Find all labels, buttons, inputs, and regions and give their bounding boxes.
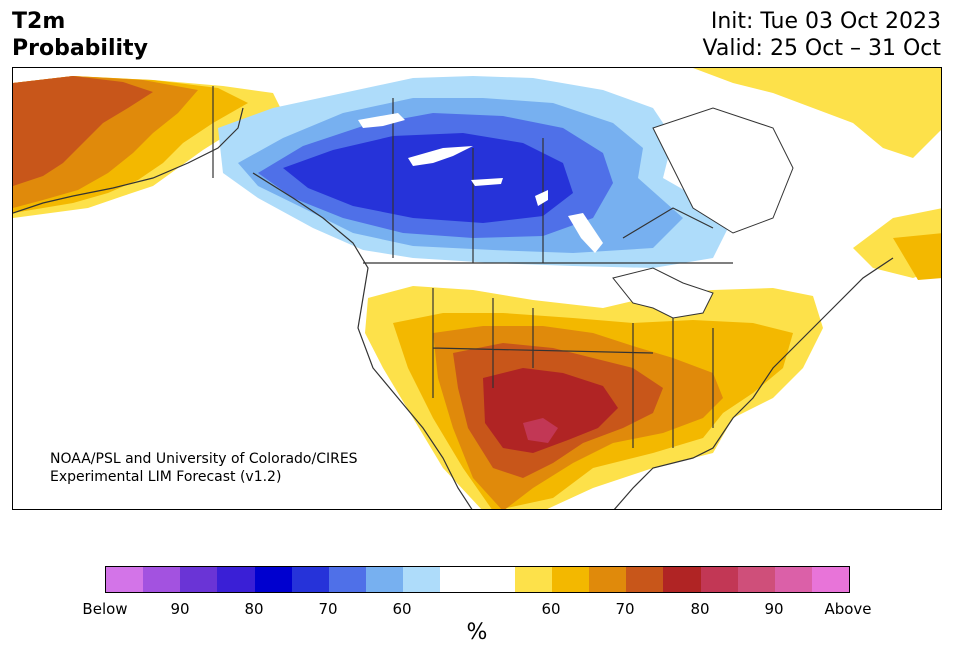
colorbar-tick-label: 80: [244, 600, 264, 618]
colorbar-swatch: [626, 567, 664, 592]
colorbar-swatch: [514, 567, 552, 592]
colorbar-swatch: [328, 567, 367, 592]
colorbar-tick-label: 60: [541, 600, 561, 618]
colorbar-swatch: [551, 567, 590, 592]
map-canvas: [13, 68, 941, 509]
maritime-gold: [893, 233, 941, 280]
colorbar-swatch: [143, 567, 181, 592]
colorbar-swatch: [180, 567, 218, 592]
eastcanada-yellow: [693, 68, 941, 158]
colorbar-tick-label: 80: [690, 600, 710, 618]
colorbar-swatch: [811, 567, 850, 592]
colorbar: [105, 566, 850, 593]
colorbar-swatch: [589, 567, 627, 592]
alaska-darkorange: [13, 76, 153, 186]
canada-royalblue: [283, 133, 573, 223]
colorbar-tick-label: 90: [764, 600, 784, 618]
texas-red: [483, 368, 618, 453]
credit-line-1: NOAA/PSL and University of Colorado/CIRE…: [50, 451, 358, 467]
credit-text: NOAA/PSL and University of Colorado/CIRE…: [50, 450, 358, 486]
colorbar-swatch: [774, 567, 812, 592]
valid-period: Valid: 25 Oct – 31 Oct: [702, 36, 941, 61]
colorbar-swatch: [440, 567, 478, 592]
colorbar-swatch: [291, 567, 329, 592]
great-bear-lake: [358, 113, 405, 128]
lake-athabasca: [471, 178, 503, 186]
colorbar-tick-label: 70: [615, 600, 635, 618]
colorbar-tick-label: Above: [824, 600, 872, 618]
colorbar-tick-label: 90: [170, 600, 190, 618]
colorbar-swatch: [254, 567, 292, 592]
great-lakes: [612, 267, 714, 319]
colorbar-swatch: [700, 567, 738, 592]
map-title: T2m Probability: [12, 8, 148, 62]
colorbar-swatch: [106, 567, 144, 592]
title-line-1: T2m: [12, 9, 66, 34]
colorbar-tick-label: Below: [82, 600, 128, 618]
run-info: Init: Tue 03 Oct 2023 Valid: 25 Oct – 31…: [703, 8, 941, 62]
title-line-2: Probability: [12, 36, 148, 61]
colorbar-swatch: [217, 567, 255, 592]
texas-crimson: [523, 418, 558, 443]
colorbar-swatch: [366, 567, 404, 592]
lake-winnipeg: [568, 213, 603, 253]
colorbar-swatch: [737, 567, 775, 592]
forecast-map: NOAA/PSL and University of Colorado/CIRE…: [12, 67, 942, 510]
great-slave-lake: [408, 146, 473, 166]
colorbar-tick-label: 70: [318, 600, 338, 618]
map-outlines: [13, 86, 894, 509]
colorbar-swatch: [663, 567, 701, 592]
init-date: Init: Tue 03 Oct 2023: [710, 9, 941, 34]
colorbar-tick-label: 60: [392, 600, 412, 618]
hudson-bay: [652, 107, 794, 234]
colorbar-unit: %: [466, 620, 488, 645]
reindeer-lake: [535, 190, 548, 206]
credit-line-2: Experimental LIM Forecast (v1.2): [50, 469, 282, 485]
colorbar-swatch: [403, 567, 441, 592]
colorbar-swatch: [477, 567, 515, 592]
